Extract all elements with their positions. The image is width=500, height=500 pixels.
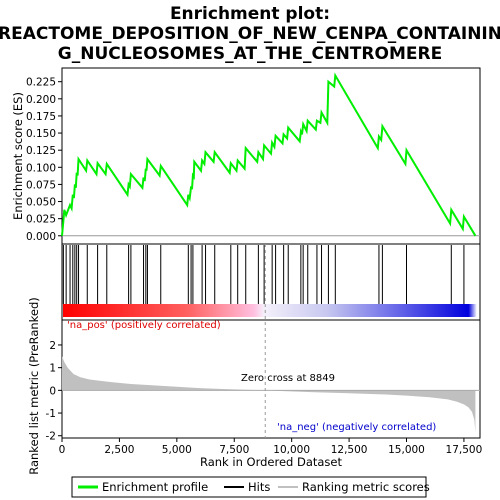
positive-correlation-label: 'na_pos' (positively correlated) bbox=[67, 320, 221, 331]
x-tick-label: 12,500 bbox=[331, 444, 368, 456]
enrichment-profile-line bbox=[61, 72, 477, 237]
hits-panel bbox=[61, 243, 481, 321]
es-y-tick-label: 0.100 bbox=[26, 162, 56, 174]
legend-frame bbox=[71, 476, 427, 498]
ranking-heat-bar bbox=[63, 304, 477, 317]
es-y-tick-label: 0.200 bbox=[26, 94, 56, 106]
metric-y-tick-label: 0 bbox=[49, 385, 56, 397]
x-tick-label: 17,500 bbox=[446, 444, 483, 456]
chart-title-line2: REACTOME_DEPOSITION_OF_NEW_CENPA_CONTAIN… bbox=[0, 24, 500, 44]
heat-bar-rect bbox=[63, 304, 477, 317]
es-y-tick-label: 0.225 bbox=[26, 77, 56, 89]
chart-title-line1: Enrichment plot: bbox=[170, 4, 330, 24]
es-y-tick-label: 0.125 bbox=[26, 145, 56, 157]
x-axis-label: Rank in Ordered Dataset bbox=[200, 455, 343, 469]
metric-y-axis: -2 -1 0 1 2 bbox=[46, 340, 62, 443]
metric-y-axis-label: Ranked list metric (PreRanked) bbox=[27, 297, 41, 475]
negative-correlation-label: 'na_neg' (negatively correlated) bbox=[277, 422, 436, 433]
es-y-tick-label: 0.050 bbox=[26, 197, 56, 209]
es-y-axis: 0.000 0.025 0.050 0.075 0.100 0.125 0.150 0.175… bbox=[26, 77, 62, 243]
x-tick-label: 7,500 bbox=[219, 444, 249, 456]
metric-y-tick-label: -1 bbox=[46, 408, 56, 420]
metric-y-tick-label: -2 bbox=[46, 431, 56, 443]
x-axis: 0 2,500 5,000 7,500 10,000 12,500 15,000 17,500 bbox=[59, 438, 483, 456]
es-y-tick-label: 0.150 bbox=[26, 128, 56, 140]
zero-cross-label: Zero cross at 8849 bbox=[241, 373, 335, 384]
x-tick-label: 10,000 bbox=[273, 444, 310, 456]
es-y-tick-label: 0.025 bbox=[26, 214, 56, 226]
metric-y-tick-label: 1 bbox=[49, 363, 56, 375]
legend-entry-ranking-metric: Ranking metric scores bbox=[302, 480, 430, 494]
metric-y-tick-label: 2 bbox=[49, 340, 56, 352]
x-tick-label: 2,500 bbox=[104, 444, 134, 456]
hit-markers bbox=[62, 245, 465, 304]
legend-entry-hits: Hits bbox=[248, 480, 270, 494]
x-tick-label: 0 bbox=[59, 444, 66, 456]
legend-entry-enrichment: Enrichment profile bbox=[102, 480, 208, 494]
legend: Enrichment profile Hits Ranking metric s… bbox=[71, 476, 430, 498]
x-tick-label: 15,000 bbox=[388, 444, 425, 456]
metric-panel: -2 -1 0 1 2 'na_pos' (positively correlated)… bbox=[27, 244, 481, 475]
es-y-tick-label: 0.175 bbox=[26, 111, 56, 123]
es-y-tick-label: 0.075 bbox=[26, 179, 56, 191]
es-y-tick-label: 0.000 bbox=[26, 231, 56, 243]
ranking-metric-area bbox=[62, 356, 476, 433]
es-panel: 0.000 0.025 0.050 0.075 0.100 0.125 0.150 0.175… bbox=[11, 67, 481, 245]
es-y-axis-label: Enrichment score (ES) bbox=[11, 92, 25, 220]
chart-title-line3: G_NUCLEOSOMES_AT_THE_CENTROMERE bbox=[58, 44, 442, 64]
es-plot-frame bbox=[61, 67, 481, 245]
x-tick-label: 5,000 bbox=[162, 444, 192, 456]
